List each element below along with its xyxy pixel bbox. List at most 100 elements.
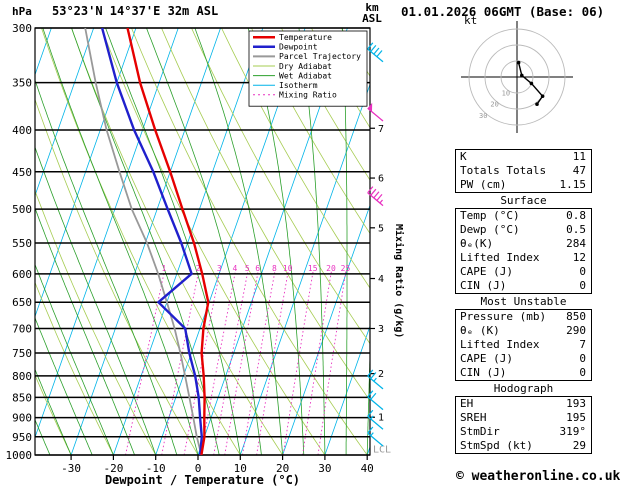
svg-text:7: 7 [378,124,384,135]
stats-box: EH 193 SREH 195 StmDir 319° StmSpd (kt) 29 [455,396,592,454]
stat-label: CAPE (J) [460,265,513,278]
stat-value: 1.15 [559,178,587,191]
stat-value: 284 [566,237,586,250]
table-row: K 11 [456,150,591,164]
svg-text:30: 30 [479,112,487,120]
altitude-axis-unit: km ASL [355,2,389,24]
svg-text:4: 4 [378,274,384,285]
section-header: Surface [500,194,547,207]
indices-panel: K 11 Totals Totals 47 PW (cm) 1.15 Surface Temp… [455,149,592,454]
svg-text:3: 3 [217,264,222,273]
svg-text:900: 900 [12,412,32,425]
stat-value: 12 [572,251,586,264]
svg-text:-10: -10 [146,462,166,475]
svg-text:-20: -20 [103,462,123,475]
svg-text:1: 1 [378,413,384,424]
svg-text:500: 500 [12,203,32,216]
table-row: θₑ(K) 284 [456,237,591,251]
stat-value: 195 [566,411,586,424]
x-axis-title: Dewpoint / Temperature (°C) [105,473,300,486]
svg-text:15: 15 [308,264,318,273]
table-row: CIN (J) 0 [456,279,591,293]
svg-text:700: 700 [12,323,32,336]
svg-text:10: 10 [283,264,293,273]
svg-text:8: 8 [272,264,277,273]
svg-text:2: 2 [378,369,384,380]
svg-text:300: 300 [12,22,32,35]
table-row: Temp (°C) 0.8 [456,209,591,223]
skewt-chart: 3003504004505005506006507007508008509009… [6,22,406,486]
section-header: Most Unstable [480,295,567,308]
stat-value: 290 [566,324,586,337]
svg-text:450: 450 [12,166,32,179]
svg-text:3: 3 [378,324,384,335]
svg-text:10: 10 [234,462,247,475]
stat-label: θₑ (K) [460,324,500,337]
stat-value: 319° [559,425,587,438]
stat-value: 850 [566,310,586,323]
svg-text:1: 1 [161,264,166,273]
stat-value: 0.8 [566,209,586,222]
svg-text:Mixing Ratio: Mixing Ratio [279,91,337,100]
stat-label: CAPE (J) [460,352,513,365]
station-title: 53°23'N 14°37'E 32m ASL [52,4,219,18]
table-row: CAPE (J) 0 [456,352,591,366]
stats-box: Temp (°C) 0.8 Dewp (°C) 0.5 θₑ(K) 284 Lifted I… [455,208,592,294]
stat-label: StmSpd (kt) [460,439,533,452]
svg-text:5: 5 [245,264,250,273]
stat-value: 0.5 [566,223,586,236]
svg-text:0: 0 [195,462,202,475]
stat-label: Pressure (mb) [460,310,547,323]
profiles [84,28,210,455]
svg-text:Temperature: Temperature [279,33,332,42]
stat-value: 193 [566,397,586,410]
svg-text:Parcel Trajectory: Parcel Trajectory [279,52,361,61]
svg-text:400: 400 [12,124,32,137]
stat-label: θₑ(K) [460,237,494,250]
svg-text:-30: -30 [61,462,81,475]
svg-text:Wet Adiabat: Wet Adiabat [279,71,332,80]
stat-value: 11 [572,150,586,163]
svg-text:600: 600 [12,268,32,281]
stat-value: 7 [579,338,586,351]
svg-text:25: 25 [341,264,351,273]
stat-label: Dewp (°C) [460,223,520,236]
altitude-unit-km: km [365,1,379,14]
stat-label: PW (cm) [460,178,507,191]
stat-label: Totals Totals [460,164,547,177]
hodograph-unit: kt [464,14,477,27]
stat-value: 0 [579,279,586,292]
legend-box [248,30,368,107]
table-row: EH 193 [456,397,591,411]
svg-text:Dewpoint: Dewpoint [279,43,318,52]
svg-text:950: 950 [12,431,32,444]
svg-text:Isotherm: Isotherm [279,81,318,90]
svg-text:20: 20 [276,462,289,475]
stat-value: 0 [579,366,586,379]
stats-box: K 11 Totals Totals 47 PW (cm) 1.15 [455,149,592,193]
svg-text:800: 800 [12,370,32,383]
stat-label: Temp (°C) [460,209,520,222]
stat-label: StmDir [460,425,500,438]
stat-label: Lifted Index [460,338,540,351]
table-row: CAPE (J) 0 [456,265,591,279]
svg-text:350: 350 [12,77,32,90]
mixing-ratio-axis-label: Mixing Ratio (g/kg) [393,224,405,338]
table-row: Pressure (mb) 850 [456,310,591,324]
section-header: Hodograph [493,382,554,395]
stat-label: Lifted Index [460,251,540,264]
svg-text:5: 5 [378,223,384,234]
svg-text:20: 20 [490,101,498,109]
stat-value: 29 [572,439,586,452]
stat-value: 0 [579,265,586,278]
stat-label: SREH [460,411,487,424]
stat-label: CIN (J) [460,279,507,292]
table-row: CIN (J) 0 [456,366,591,380]
datetime-title: 01.01.2026 06GMT (Base: 06) [401,4,605,19]
pressure-axis-unit: hPa [12,5,32,18]
stat-value: 47 [572,164,586,177]
table-row: Dewp (°C) 0.5 [456,223,591,237]
stat-label: K [460,150,467,163]
stat-label: EH [460,397,474,410]
table-row: Lifted Index 7 [456,338,591,352]
